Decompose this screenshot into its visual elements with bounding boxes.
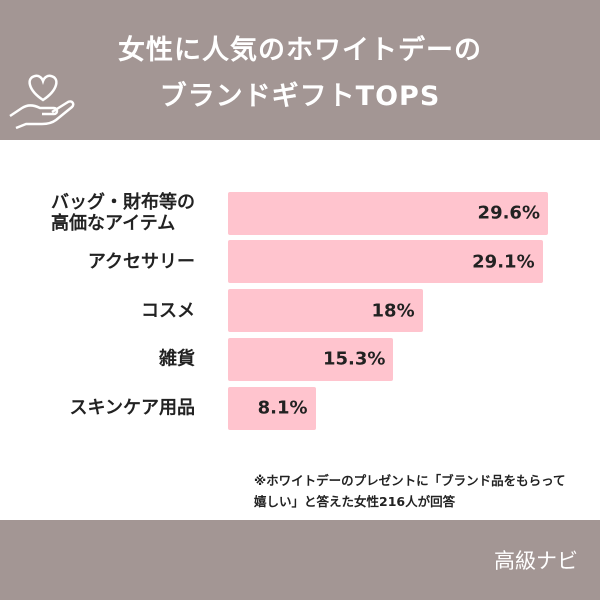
value-label: 29.1% xyxy=(472,251,535,273)
category-label: 雑貨 xyxy=(159,348,195,370)
source-label: 高級ナビ xyxy=(494,549,578,573)
heart-hand-icon xyxy=(9,74,75,130)
value-label: 29.6% xyxy=(477,202,540,224)
bar xyxy=(228,240,543,284)
category-label: バッグ・財布等の 高価なアイテム xyxy=(51,192,195,234)
category-label: コスメ xyxy=(141,300,195,322)
bar xyxy=(228,337,394,381)
bar xyxy=(228,289,423,333)
value-label: 8.1% xyxy=(257,397,308,419)
value-label: 18% xyxy=(371,300,415,322)
category-label: アクセサリー xyxy=(87,251,195,273)
chart-title: 女性に人気のホワイトデーの ブランドギフトTOPS xyxy=(118,35,482,112)
footer-band xyxy=(0,520,600,600)
category-label: スキンケア用品 xyxy=(69,397,195,419)
bar xyxy=(228,191,548,235)
bar xyxy=(228,386,316,430)
value-label: 15.3% xyxy=(322,348,386,370)
header-band xyxy=(0,0,600,140)
footnote: ※ホワイトデーのプレゼントに「ブランド品をもらって 嬉しい」と答えた女性216人… xyxy=(254,473,566,509)
